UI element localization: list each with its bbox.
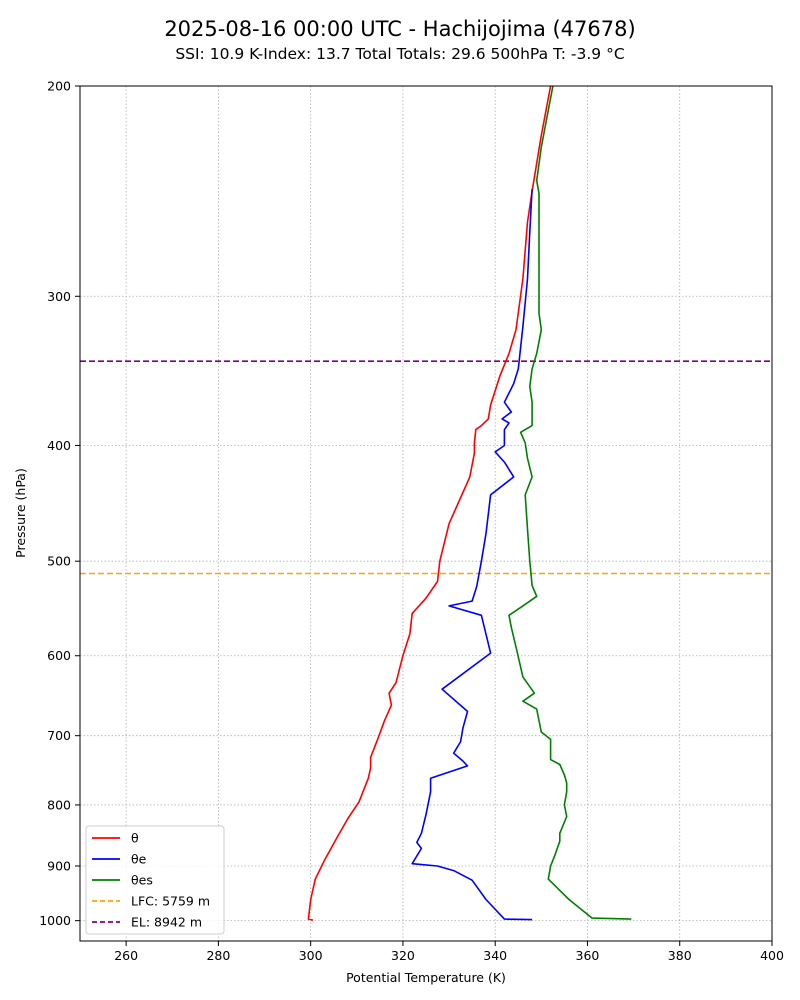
y-tick-label: 700 (47, 728, 71, 743)
chart-title: 2025-08-16 00:00 UTC - Hachijojima (4767… (164, 17, 635, 41)
reference-lines (80, 360, 772, 575)
x-tick-label: 280 (206, 948, 230, 963)
legend-label: θes (131, 873, 153, 888)
x-tick-label: 380 (668, 948, 692, 963)
y-tick-label: 500 (47, 554, 71, 569)
series-line (411, 189, 533, 921)
x-axis-ticks: 260 280 300 320 340 360 380 400 (114, 941, 784, 963)
series-line (307, 85, 552, 921)
x-tick-label: 260 (114, 948, 138, 963)
x-tick-label: 340 (483, 948, 507, 963)
legend: θ θe θes LFC: 5759 m EL: 8942 m (85, 825, 225, 935)
series-lines (307, 85, 632, 921)
y-tick-label: 400 (47, 438, 71, 453)
x-tick-label: 300 (299, 948, 323, 963)
x-tick-label: 400 (760, 948, 784, 963)
series-line (508, 85, 632, 920)
y-axis-ticks: 200 300 400 500 600 700 800 900 1000 (39, 79, 80, 928)
legend-label: LFC: 5759 m (131, 894, 210, 909)
plot-frame (79, 85, 773, 942)
y-tick-label: 800 (47, 797, 71, 812)
y-tick-label: 300 (47, 289, 71, 304)
legend-label: θe (131, 852, 147, 867)
x-tick-label: 360 (576, 948, 600, 963)
y-tick-label: 600 (47, 648, 71, 663)
legend-label: θ (131, 831, 139, 846)
legend-label: EL: 8942 m (131, 915, 202, 930)
y-tick-label: 1000 (39, 913, 71, 928)
y-tick-label: 900 (47, 859, 71, 874)
x-tick-label: 320 (391, 948, 415, 963)
x-axis-label: Potential Temperature (K) (346, 970, 506, 985)
y-axis-label: Pressure (hPa) (13, 468, 28, 558)
y-tick-label: 200 (47, 79, 71, 94)
chart-subtitle: SSI: 10.9 K-Index: 13.7 Total Totals: 29… (175, 45, 624, 63)
legend-box (85, 825, 225, 935)
